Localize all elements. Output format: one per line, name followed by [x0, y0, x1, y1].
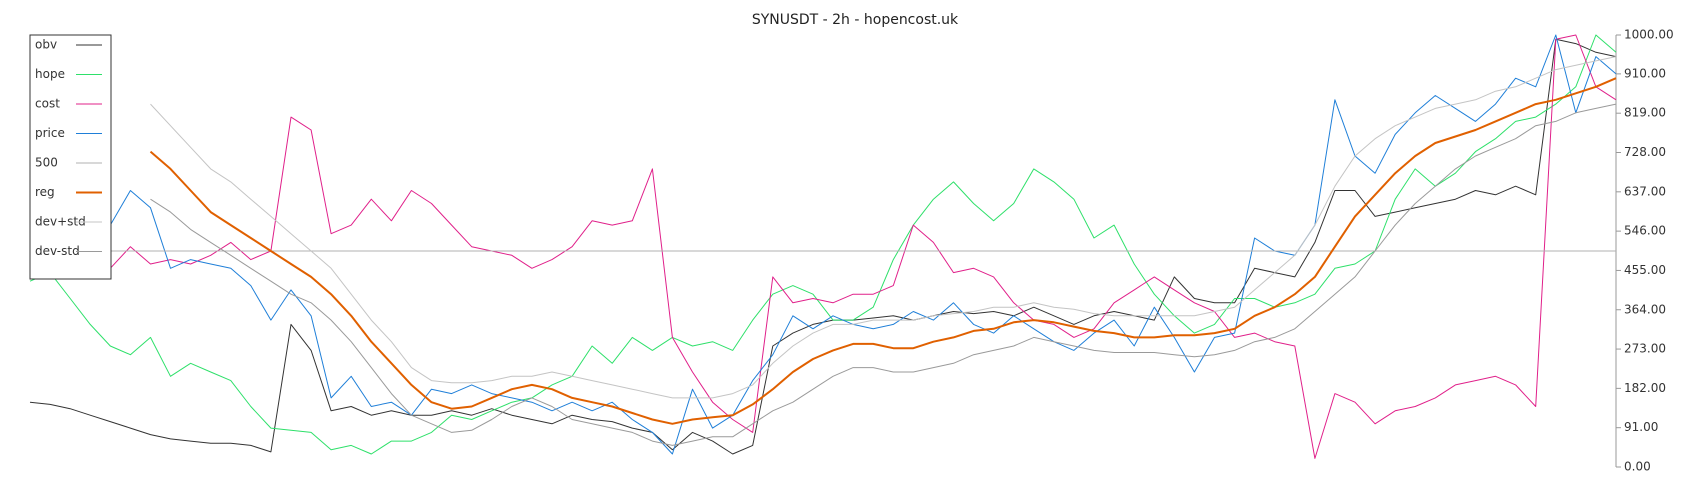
legend-label: price — [35, 126, 65, 140]
y-tick-label: 182.00 — [1624, 381, 1666, 395]
legend-label: cost — [35, 97, 60, 111]
y-tick-label: 0.00 — [1624, 460, 1651, 474]
y-tick-label: 637.00 — [1624, 184, 1666, 198]
y-tick-label: 91.00 — [1624, 420, 1658, 434]
legend-box — [29, 34, 112, 280]
y-tick-label: 728.00 — [1624, 145, 1666, 159]
legend-label: reg — [35, 185, 55, 199]
series-line — [29, 34, 1617, 459]
chart-title: SYNUSDT - 2h - hopencost.uk — [752, 12, 959, 28]
legend: obv hope cost price 500 reg dev+std dev-std — [29, 34, 112, 280]
legend-label: 500 — [35, 156, 58, 170]
series-line — [29, 34, 1617, 455]
y-tick-label: 273.00 — [1624, 342, 1666, 356]
y-tick-label: 455.00 — [1624, 263, 1666, 277]
y-tick-label: 364.00 — [1624, 302, 1666, 316]
y-tick-label: 1000.00 — [1624, 28, 1674, 42]
legend-label: obv — [35, 38, 57, 52]
legend-label: hope — [35, 67, 65, 81]
y-tick-label: 819.00 — [1624, 106, 1666, 120]
series-line — [149, 77, 1617, 425]
y-tick-label: 910.00 — [1624, 66, 1666, 80]
series-line — [150, 56, 1617, 399]
legend-label: dev+std — [35, 215, 86, 229]
series-line — [150, 103, 1617, 446]
legend-label: dev-std — [35, 244, 80, 258]
series-line — [29, 34, 1617, 455]
y-tick-label: 546.00 — [1624, 224, 1666, 238]
